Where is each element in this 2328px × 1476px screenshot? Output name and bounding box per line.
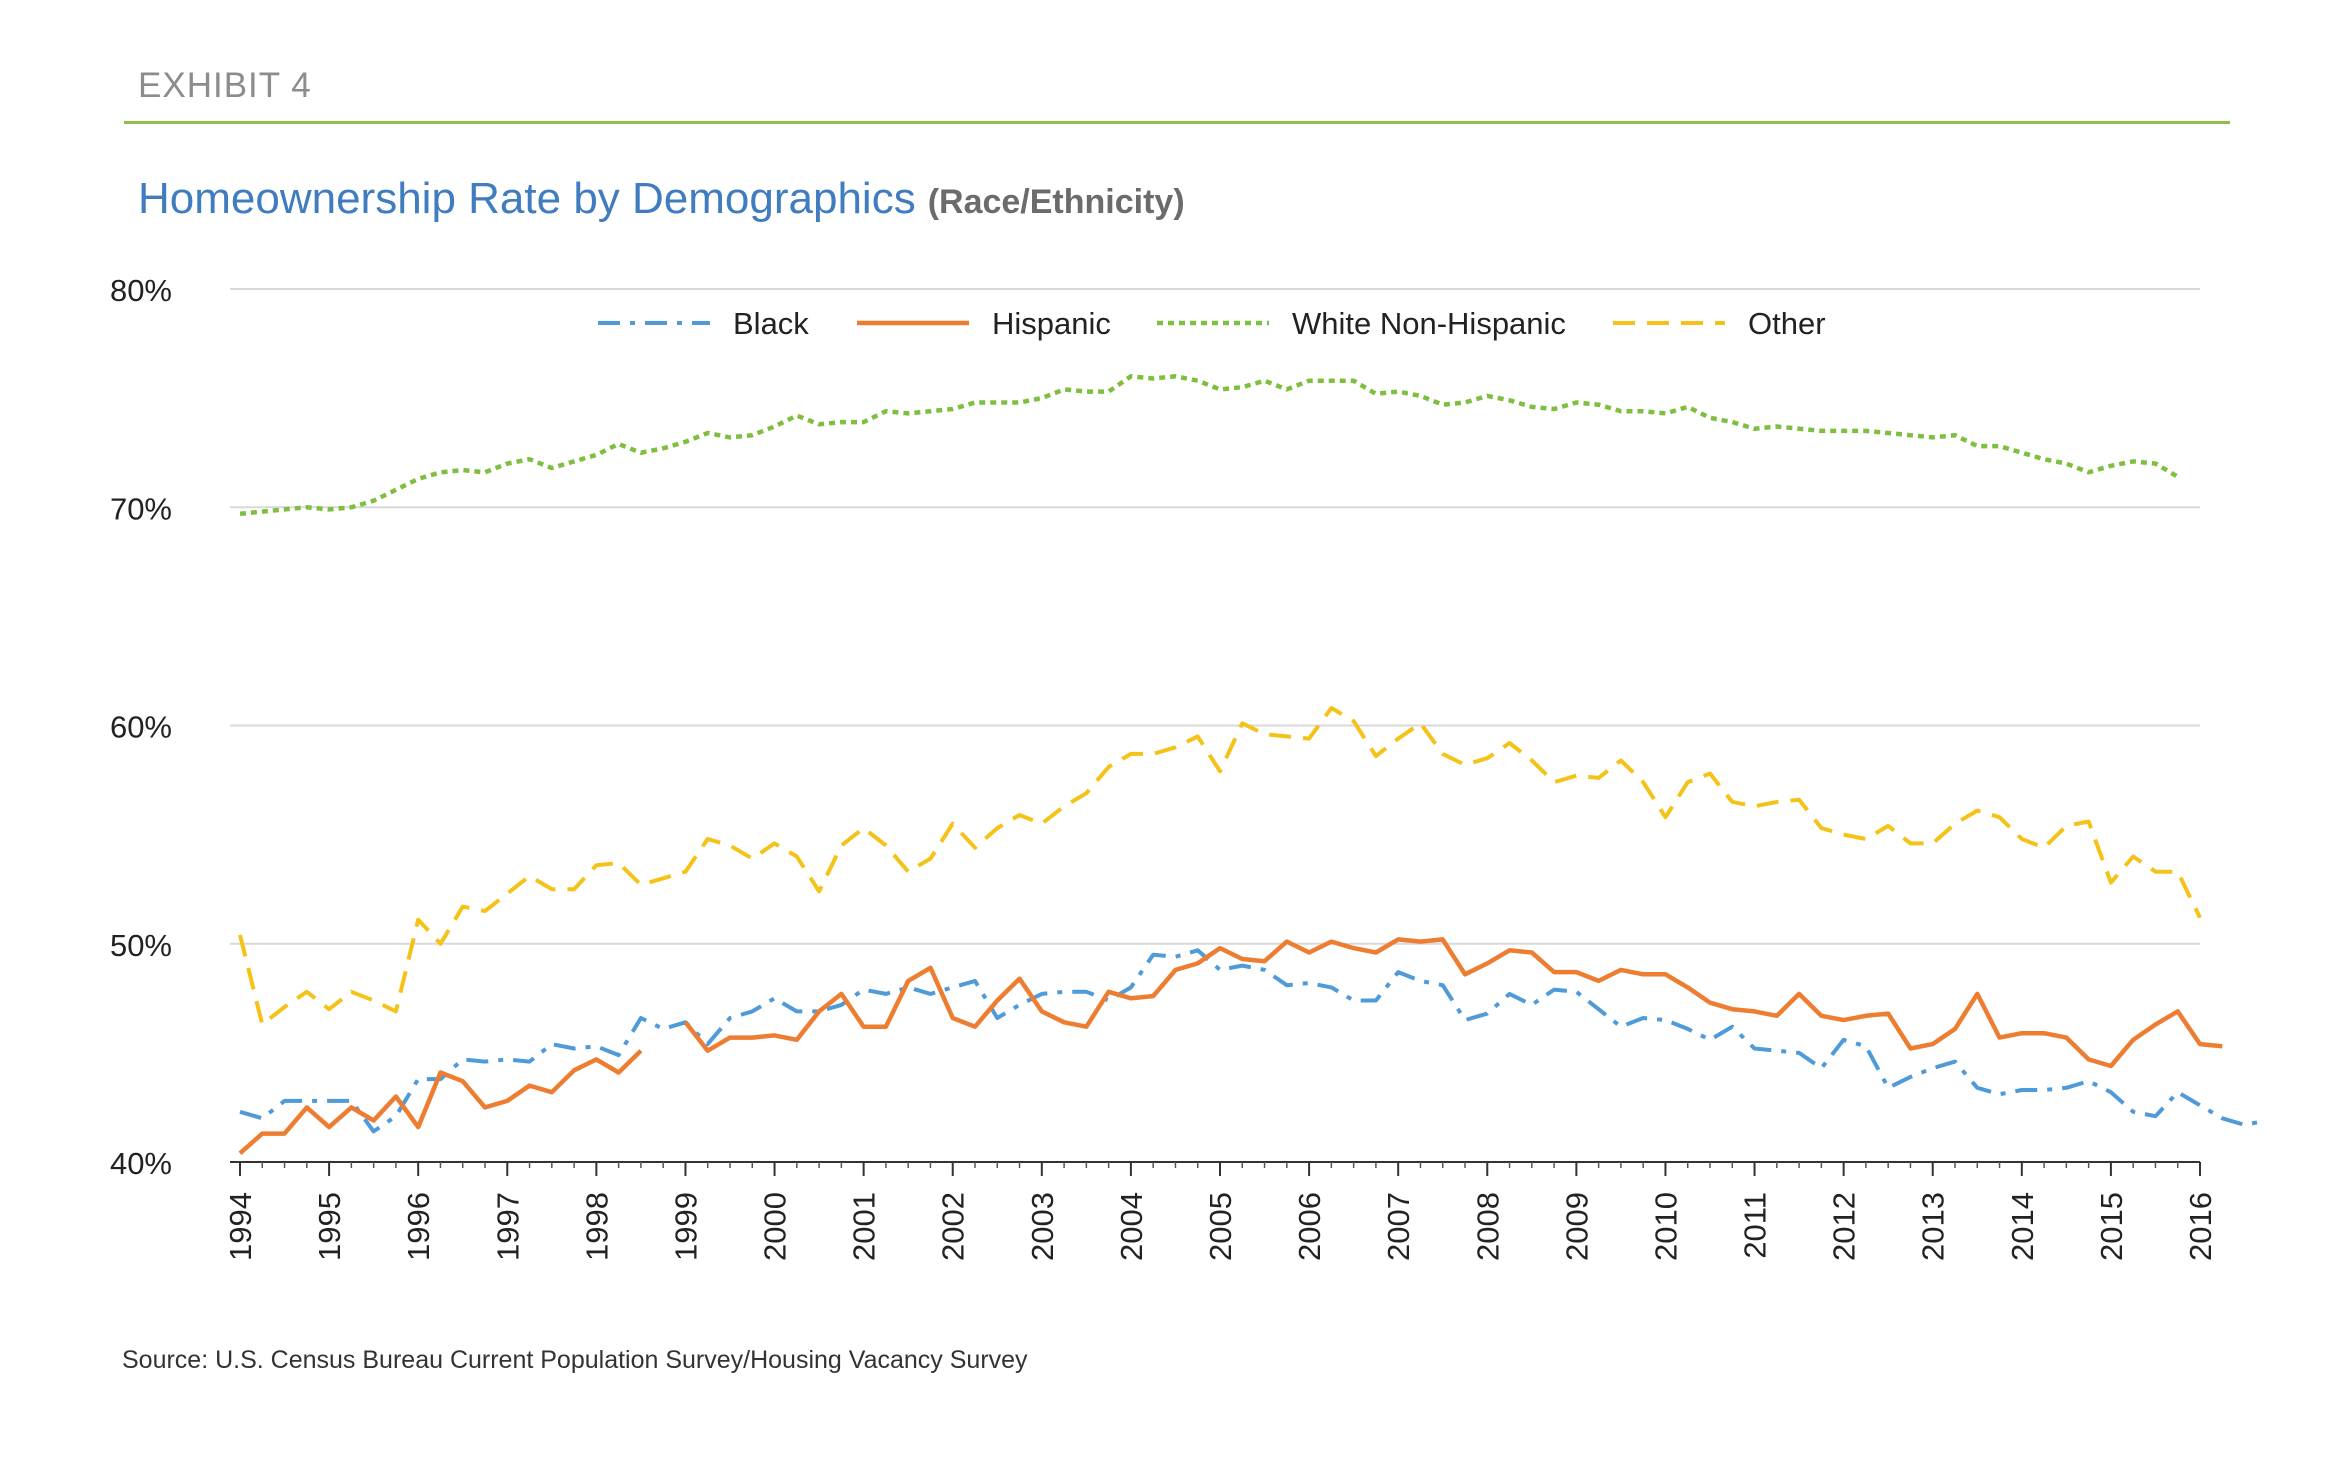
x-tick-label: 2012 — [1827, 1192, 1862, 1261]
x-tick-label: 2015 — [2094, 1192, 2129, 1261]
x-tick-label: 2011 — [1738, 1192, 1773, 1259]
legend-label: Other — [1748, 306, 1826, 341]
x-tick-label: 1999 — [668, 1192, 703, 1261]
legend-label: Hispanic — [992, 306, 1111, 341]
other-series-line — [238, 706, 2202, 1027]
y-tick-label: 50% — [110, 928, 172, 963]
x-tick-label: 2001 — [847, 1192, 882, 1261]
hispanic-series-line — [238, 937, 2223, 1155]
x-tick-label: 2010 — [1648, 1192, 1683, 1261]
x-tick-label: 2014 — [2005, 1192, 2040, 1261]
x-tick-label: 2016 — [2183, 1192, 2218, 1261]
x-tick-label: 2009 — [1559, 1192, 1594, 1261]
x-tick-label: 1994 — [223, 1192, 258, 1261]
exhibit-label: EXHIBIT 4 — [138, 66, 312, 105]
x-tick-label: 2013 — [1916, 1192, 1951, 1261]
source-note: Source: U.S. Census Bureau Current Popul… — [122, 1346, 1028, 1374]
y-axis: 40% 50% 60% 70% 80% — [110, 273, 172, 1181]
y-tick-label: 70% — [110, 491, 172, 526]
legend-label: White Non-Hispanic — [1292, 306, 1566, 341]
legend-item-other: Other — [1613, 306, 1826, 341]
legend-item-white-non-hispanic: White Non-Hispanic — [1157, 306, 1566, 341]
x-tick-label: 1996 — [401, 1192, 436, 1261]
gridlines — [230, 288, 2200, 945]
legend-item-hispanic: Hispanic — [857, 306, 1111, 341]
legend-label: Black — [733, 306, 809, 341]
chart-title-block: Homeownership Rate by Demographics (Race/… — [138, 174, 1185, 224]
y-tick-label: 60% — [110, 710, 172, 745]
y-tick-label: 80% — [110, 273, 172, 308]
black-series-line — [239, 948, 2268, 1134]
legend: Black Hispanic White Non-Hispanic Other — [598, 306, 1826, 341]
white-non-hispanic-series-line — [239, 374, 2179, 517]
x-axis: 1994 1995 1996 1997 1998 1999 2000 2001 2002 2003… — [223, 1161, 2218, 1261]
x-tick-label: 1995 — [312, 1192, 347, 1261]
x-tick-label: 2002 — [936, 1192, 971, 1261]
x-tick-label: 2000 — [758, 1192, 793, 1261]
x-tick-label: 2005 — [1203, 1192, 1238, 1261]
x-tick-label: 2006 — [1292, 1192, 1327, 1261]
x-tick-label: 2007 — [1381, 1192, 1416, 1261]
legend-item-black: Black — [598, 306, 809, 341]
series-lines — [238, 374, 2268, 1155]
x-tick-label: 2003 — [1025, 1192, 1060, 1261]
x-tick-label: 2008 — [1470, 1192, 1505, 1261]
chart-title: Homeownership Rate by Demographics — [138, 174, 916, 223]
x-tick-label: 1998 — [579, 1192, 614, 1261]
x-tick-label: 2004 — [1114, 1192, 1149, 1261]
chart-subtitle: (Race/Ethnicity) — [927, 183, 1185, 221]
header-rule — [124, 121, 2230, 124]
x-tick-label: 1997 — [490, 1192, 525, 1261]
y-tick-label: 40% — [110, 1146, 172, 1181]
